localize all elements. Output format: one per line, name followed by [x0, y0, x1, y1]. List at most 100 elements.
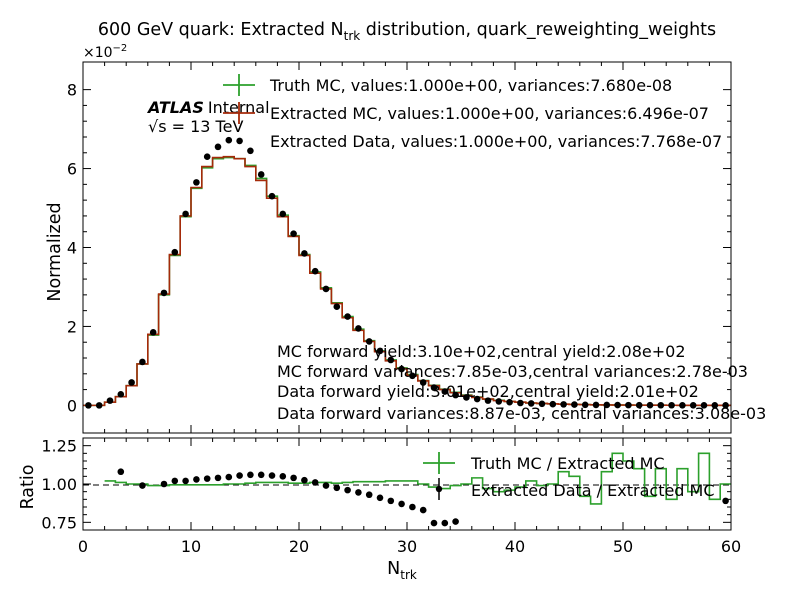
- main-series-layer: [83, 136, 731, 409]
- series-data-ratio-point: [160, 480, 168, 488]
- energy-label: √s = 13 TeV: [148, 117, 243, 136]
- annotation-mc-yield: MC forward yield:3.10e+02,central yield:…: [277, 342, 686, 361]
- main-y-tick-label: 2: [67, 317, 77, 336]
- ratio-y-axis-label: Ratio: [18, 465, 38, 510]
- series-extracted-data-point: [85, 402, 92, 409]
- legend-entry-truth-ratio: Truth MC / Extracted MC: [470, 454, 665, 473]
- legend-marker-truth-mc: [223, 74, 255, 96]
- series-data-ratio-point: [311, 479, 319, 486]
- x-axis-label: Ntrk: [387, 559, 417, 582]
- series-data-ratio-point: [430, 519, 438, 527]
- series-extracted-data-point: [668, 401, 675, 409]
- series-data-ratio-point: [355, 489, 362, 496]
- series-data-ratio-point: [452, 518, 459, 525]
- title-subscript: trk: [344, 29, 361, 43]
- series-data-ratio-point: [365, 491, 373, 499]
- x-tick-label: 30: [397, 537, 417, 556]
- ratio-axis-ticks: 0 10 20 30 40 50 60 0.75 1.00 1.25: [41, 437, 741, 556]
- main-plot-frame: [82, 61, 732, 434]
- series-data-ratio-point: [376, 494, 384, 502]
- main-legend: Truth MC, values:1.000e+00, variances:7.…: [223, 74, 722, 151]
- main-y-axis-label: Normalized: [45, 202, 65, 301]
- series-extracted-data-point: [538, 400, 546, 408]
- annotation-data-variances: Data forward variances:8.87e-03, central…: [277, 404, 766, 423]
- series-extracted-data-point: [625, 401, 632, 409]
- series-extracted-data-point: [398, 365, 405, 373]
- series-extracted-data-point: [527, 400, 535, 407]
- ratio-y-tick-label: 0.75: [41, 513, 77, 532]
- series-data-ratio-point: [182, 477, 189, 485]
- series-data-ratio-point: [257, 471, 265, 479]
- series-extracted-data-point: [365, 338, 373, 345]
- series-extracted-data-point: [614, 401, 621, 409]
- main-y-tick-label: 8: [67, 81, 77, 100]
- series-extracted-data-point: [549, 400, 557, 408]
- legend-entry-extracted-data: Extracted Data, values:1.000e+00, varian…: [270, 132, 722, 151]
- series-extracted-data-point: [441, 388, 449, 395]
- series-extracted-data-point: [214, 143, 222, 151]
- series-extracted-data-point: [495, 398, 503, 405]
- ratio-y-tick-label: 1.00: [41, 475, 77, 494]
- yield-annotations: MC forward yield:3.10e+02,central yield:…: [277, 342, 766, 423]
- series-data-ratio-point: [139, 482, 146, 489]
- series-extracted-data-point: [517, 399, 524, 407]
- series-extracted-data-point: [689, 401, 697, 409]
- series-data-ratio-point: [301, 476, 308, 484]
- series-data-ratio-point: [225, 473, 233, 481]
- x-tick-label: 20: [289, 537, 309, 556]
- series-extracted-data-point: [117, 391, 125, 398]
- series-extracted-data-point: [160, 289, 168, 297]
- annotation-mc-variances: MC forward variances:7.85e-03,central va…: [277, 362, 748, 381]
- x-tick-label: 10: [181, 537, 201, 556]
- series-extracted-data-point: [430, 384, 438, 391]
- series-extracted-data-point: [581, 401, 589, 409]
- ratio-plot-frame: [82, 437, 732, 531]
- legend-entry-extracted-mc: Extracted MC, values:1.000e+00, variance…: [270, 104, 709, 123]
- ratio-plot-panel: 0 10 20 30 40 50 60 0.75 1.00 1.25: [41, 437, 741, 556]
- series-extracted-data-point: [149, 329, 157, 336]
- series-extracted-data-point: [560, 401, 567, 408]
- y-axis-exponent: ×10−2: [83, 43, 127, 61]
- series-data-ratio-point: [441, 519, 449, 527]
- series-extracted-data-point: [592, 401, 600, 409]
- series-data-ratio-point: [279, 473, 287, 480]
- series-extracted-data-point: [182, 210, 189, 218]
- main-y-tick-label: 0: [67, 396, 77, 415]
- series-data-ratio-point: [214, 474, 222, 482]
- ratio-series-layer: [104, 452, 731, 527]
- series-data-ratio-point: [171, 477, 179, 485]
- series-extracted-data-point: [419, 379, 427, 386]
- series-extracted-data-point: [452, 391, 459, 399]
- series-extracted-data-point: [506, 398, 513, 406]
- series-extracted-data-point: [722, 402, 729, 409]
- series-extracted-data-point: [311, 267, 319, 275]
- main-y-tick-label: 6: [67, 160, 77, 179]
- series-extracted-data-point: [322, 285, 330, 293]
- series-data-ratio-point: [344, 486, 351, 494]
- series-data-ratio-point: [409, 503, 416, 511]
- series-data-ratio-point: [333, 484, 341, 492]
- figure-title: 600 GeV quark: Extracted Ntrk distributi…: [98, 20, 716, 43]
- series-extracted-data-point: [463, 394, 470, 401]
- series-extracted-data-point: [571, 401, 578, 408]
- series-data-ratio-point: [247, 471, 254, 479]
- atlas-label: ATLASInternal: [146, 98, 270, 117]
- series-extracted-data-point: [139, 358, 146, 366]
- series-data-ratio-point: [387, 497, 395, 505]
- series-data-ratio-point: [236, 472, 243, 479]
- series-data-ratio-point: [268, 472, 276, 479]
- x-axis-label-subscript: trk: [400, 568, 417, 582]
- series-extracted-data-point: [333, 303, 341, 311]
- series-extracted-data-point: [484, 397, 492, 404]
- ratio-legend: Truth MC / Extracted MC Extracted Data /…: [423, 452, 715, 500]
- series-extracted-data-point: [646, 401, 654, 409]
- legend-marker-truth-ratio: [423, 452, 455, 474]
- series-extracted-data-point: [387, 356, 395, 364]
- series-extracted-data-point: [376, 347, 384, 355]
- series-extracted-data-point: [225, 136, 233, 144]
- series-extracted-data-point: [679, 401, 686, 409]
- series-data-ratio-point: [419, 506, 427, 514]
- x-tick-label: 0: [78, 537, 88, 556]
- main-y-tick-label: 4: [67, 239, 77, 258]
- series-data-ratio-point: [290, 474, 297, 482]
